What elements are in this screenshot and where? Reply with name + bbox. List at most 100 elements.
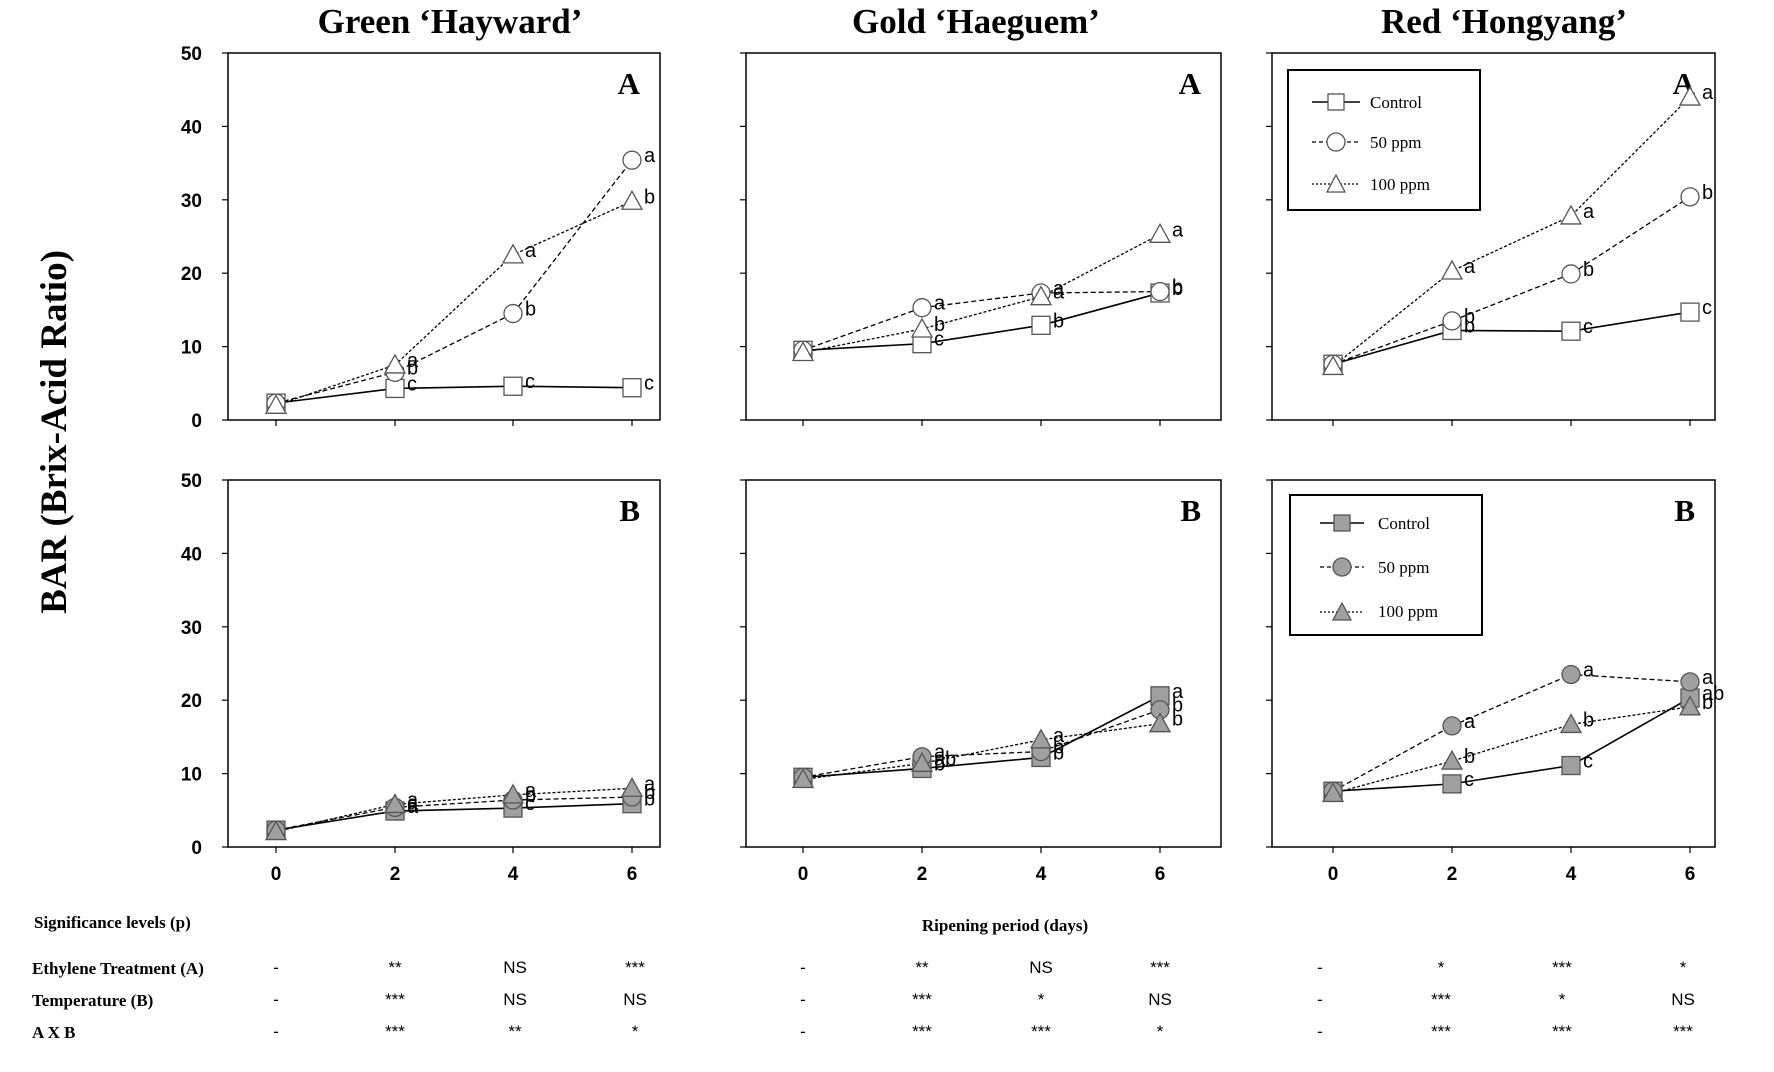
sig-value: - bbox=[800, 1022, 806, 1041]
panel-a-hongyang-sig-letter: a bbox=[1583, 201, 1595, 223]
legend-a-100ppm-label: 100 ppm bbox=[1370, 175, 1430, 194]
panel-a-hayward-point-control bbox=[622, 378, 642, 398]
panel-a-hongyang-point-100ppm bbox=[1440, 259, 1464, 280]
panel-b-hayward-series-control-line bbox=[275, 802, 633, 831]
panel-b-hayward-frame bbox=[227, 479, 661, 848]
panel-b-hongyang-series-control-line bbox=[1332, 697, 1691, 793]
legend-a-100ppm-marker bbox=[1325, 173, 1347, 193]
panel-b-haeguem-sig-letter: a bbox=[1172, 681, 1184, 703]
panel-b-hayward-point-100ppm bbox=[501, 783, 525, 804]
panel-a-hayward-y-tick-label: 50 bbox=[181, 44, 202, 65]
panel-b-hongyang-x-tick-label: 4 bbox=[1566, 864, 1577, 885]
panel-a-hayward-frame bbox=[227, 52, 661, 421]
panel-a-hongyang-point-50ppm bbox=[1561, 264, 1581, 284]
panel-a-hayward-y-tick-label: 30 bbox=[181, 191, 202, 212]
panel-b-hongyang-sig-letter: a bbox=[1583, 660, 1595, 682]
panel-a-hongyang-point-100ppm bbox=[1678, 85, 1702, 106]
sig-value: NS bbox=[1029, 958, 1053, 977]
panel-a-hayward-sig-letter: c bbox=[525, 371, 535, 393]
panel-b-hongyang-sig-letter: ab bbox=[1702, 683, 1724, 705]
legend-panel-a: Control 50 ppm 100 ppm bbox=[1287, 69, 1481, 211]
panel-b-haeguem-sig-letter: b bbox=[1053, 742, 1064, 764]
panel-b-hayward-sig-letter: b bbox=[644, 782, 655, 804]
panel-a-haeguem-sig-letter: a bbox=[934, 293, 946, 315]
panel-b-hongyang-point-50ppm bbox=[1442, 716, 1462, 736]
panel-a-hongyang-sig-letter: c bbox=[1583, 316, 1593, 338]
panel-a-hongyang-sig-letter: a bbox=[1702, 82, 1714, 104]
panel-a-hongyang-sig-letter: a bbox=[1464, 256, 1476, 278]
panel-b-haeguem-frame bbox=[745, 479, 1222, 848]
panel-b-hongyang-x-tick-label: 2 bbox=[1447, 864, 1458, 885]
sig-value: * bbox=[632, 1022, 639, 1041]
panel-b-haeguem-x-tick-label: 2 bbox=[917, 864, 928, 885]
panel-a-hongyang-point-control bbox=[1561, 321, 1581, 341]
panel-a-hongyang-series-control-line bbox=[1332, 311, 1691, 365]
column-title-hayward: Green ‘Hayward’ bbox=[318, 2, 583, 41]
panel-b-haeguem-sig-letter: a bbox=[1053, 725, 1065, 747]
y-axis-title: BAR (Brix-Acid Ratio) bbox=[34, 250, 75, 614]
panel-b-hayward-y-tick-label: 30 bbox=[181, 618, 202, 639]
panel-b-haeguem-point-100ppm bbox=[791, 768, 815, 789]
panel-b-haeguem-series-control-line bbox=[802, 695, 1161, 779]
panel-a-haeguem-sig-letter: b bbox=[1053, 310, 1064, 332]
panel-a-haeguem-point-50ppm bbox=[912, 298, 932, 318]
panel-b-hongyang-sig-letter: c bbox=[1464, 769, 1474, 791]
panel-b-hongyang-sig-letter: b bbox=[1583, 709, 1594, 731]
panel-a-hayward-sig-letter: c bbox=[644, 373, 654, 395]
panel-a-hongyang-point-100ppm bbox=[1321, 355, 1345, 376]
panel-a-haeguem-point-100ppm bbox=[1148, 222, 1172, 243]
sig-value: *** bbox=[1431, 1022, 1451, 1041]
panel-b-haeguem-series-50ppm-line bbox=[802, 709, 1161, 778]
x-axis-title: Ripening period (days) bbox=[922, 916, 1088, 935]
legend-a-50ppm-label: 50 ppm bbox=[1370, 133, 1421, 152]
panel-a-hongyang-point-50ppm bbox=[1680, 187, 1700, 207]
panel-b-hayward-series-100ppm-line bbox=[275, 787, 633, 833]
legend-a-50ppm-marker bbox=[1326, 132, 1346, 152]
panel-a-hayward-sig-letter: b bbox=[525, 299, 536, 321]
legend-b-100ppm-marker bbox=[1331, 601, 1353, 621]
sig-value: ** bbox=[508, 1022, 522, 1041]
legend-a-control-marker bbox=[1327, 93, 1345, 111]
panel-a-hongyang-point-100ppm bbox=[1559, 204, 1583, 225]
panel-b-haeguem-x-tick-label: 6 bbox=[1155, 864, 1166, 885]
sig-value: * bbox=[1680, 958, 1687, 977]
panel-b-haeguem-point-100ppm bbox=[910, 751, 934, 772]
panel-b-haeguem-sig-letter: b bbox=[1172, 695, 1183, 717]
sig-value: *** bbox=[912, 990, 932, 1009]
legend-b-control-label: Control bbox=[1378, 514, 1430, 533]
sig-value: * bbox=[1157, 1022, 1164, 1041]
significance-values: - ** NS *** - ** NS *** - * *** *- *** NS NS - *** * NS - **… bbox=[273, 958, 1695, 1041]
panel-a-hayward-sig-letter: a bbox=[407, 350, 419, 372]
panel-b-hayward-sig-letter: a bbox=[407, 789, 419, 811]
sig-value: *** bbox=[1673, 1022, 1693, 1041]
sig-value: *** bbox=[1031, 1022, 1051, 1041]
sig-value: - bbox=[800, 958, 806, 977]
panel-a-hayward-point-100ppm bbox=[264, 393, 288, 414]
panel-a-haeguem-point-100ppm bbox=[910, 317, 934, 338]
panel-a-hayward-y-tick-label: 40 bbox=[181, 117, 202, 138]
panel-b-hongyang-point-100ppm bbox=[1440, 749, 1464, 770]
panel-a-hongyang-sig-letter: c bbox=[1702, 297, 1712, 319]
panel-a-haeguem-sig-letter: c bbox=[934, 329, 944, 351]
sig-value: - bbox=[273, 958, 279, 977]
panel-a-haeguem-point-control bbox=[1031, 315, 1051, 335]
panel-b-hongyang-sig-letter: a bbox=[1702, 667, 1714, 689]
panel-a-haeguem-sig-letter: a bbox=[1053, 278, 1065, 300]
panel-b-haeguem-sig-letter: b bbox=[1172, 709, 1183, 731]
panel-a-hongyang-sig-letter: b bbox=[1464, 306, 1475, 328]
panel-a-haeguem-sig-letter: b bbox=[934, 314, 945, 336]
sig-value: * bbox=[1559, 990, 1566, 1009]
panel-b-hayward-point-100ppm bbox=[620, 776, 644, 797]
sig-value: *** bbox=[1552, 958, 1572, 977]
legend-b-50ppm-marker bbox=[1332, 557, 1352, 577]
column-title-hongyang: Red ‘Hongyang’ bbox=[1381, 2, 1627, 41]
panel-a-haeguem-sig-letter: a bbox=[1053, 282, 1065, 304]
panel-a-hayward-series-control-line bbox=[275, 385, 633, 404]
sig-row-label-axb: A X B bbox=[32, 1023, 75, 1042]
sig-value: NS bbox=[503, 990, 527, 1009]
sig-value: - bbox=[800, 990, 806, 1009]
significance-title: Significance levels (p) bbox=[34, 913, 191, 932]
